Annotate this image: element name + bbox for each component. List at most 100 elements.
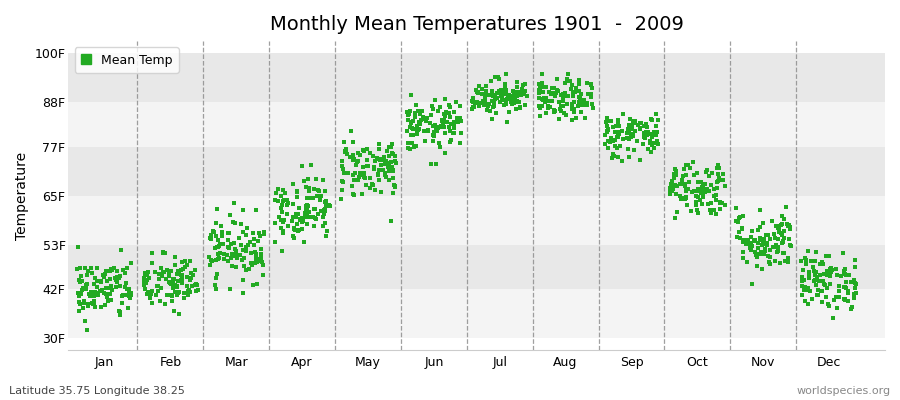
Point xyxy=(289,214,303,220)
Point xyxy=(802,268,816,275)
Point xyxy=(610,134,625,140)
Point xyxy=(507,100,521,106)
Point xyxy=(410,142,424,149)
Point xyxy=(470,99,484,105)
Point xyxy=(679,162,693,168)
Point xyxy=(314,208,328,214)
Point xyxy=(745,228,760,234)
Point xyxy=(374,188,388,195)
Point xyxy=(777,234,791,241)
Point xyxy=(436,111,451,117)
Point xyxy=(796,267,810,273)
Point xyxy=(495,95,509,101)
Point xyxy=(206,229,220,235)
Point xyxy=(319,198,333,205)
Point xyxy=(778,204,793,210)
Point xyxy=(236,277,250,283)
Point xyxy=(688,198,703,205)
Point xyxy=(239,232,254,238)
Point xyxy=(405,124,419,131)
Point xyxy=(468,100,482,106)
Point xyxy=(580,100,594,106)
Point xyxy=(839,279,853,285)
Point xyxy=(626,122,640,128)
Point xyxy=(516,82,530,88)
Point xyxy=(348,170,363,176)
Point xyxy=(717,202,732,208)
Point xyxy=(578,115,592,121)
Point xyxy=(670,182,684,189)
Point xyxy=(743,234,758,240)
Point xyxy=(158,276,173,282)
Point xyxy=(703,207,717,213)
Point xyxy=(712,174,726,181)
Point xyxy=(312,197,327,203)
Point xyxy=(509,97,524,104)
Point xyxy=(148,269,162,275)
Point xyxy=(536,84,550,90)
Point xyxy=(74,291,88,298)
Point xyxy=(123,295,138,302)
Point xyxy=(698,181,712,187)
Point xyxy=(498,81,512,88)
Point xyxy=(351,177,365,183)
Point xyxy=(668,166,682,172)
Point xyxy=(716,171,731,177)
Point xyxy=(820,285,834,292)
Point xyxy=(598,118,613,125)
Point xyxy=(107,274,122,281)
Point xyxy=(778,258,792,264)
Point xyxy=(606,124,620,130)
Point xyxy=(767,231,781,238)
Point xyxy=(103,285,117,291)
Point xyxy=(274,204,289,211)
Point xyxy=(400,128,414,134)
Point xyxy=(356,170,371,176)
Bar xyxy=(68,245,885,289)
Point xyxy=(178,264,193,270)
Point xyxy=(286,225,301,232)
Point xyxy=(212,255,227,262)
Point xyxy=(814,259,829,266)
Point xyxy=(487,99,501,106)
Point xyxy=(626,146,641,153)
Point xyxy=(624,134,638,140)
Point xyxy=(477,98,491,105)
Point xyxy=(145,300,159,306)
Point xyxy=(697,189,711,196)
Point xyxy=(246,282,260,288)
Point xyxy=(498,90,512,97)
Point xyxy=(763,254,778,260)
Point xyxy=(352,174,366,180)
Point xyxy=(567,89,581,96)
Point xyxy=(669,183,683,190)
Point xyxy=(508,96,522,102)
Point xyxy=(432,140,446,147)
Point xyxy=(509,106,524,112)
Point xyxy=(479,82,493,89)
Point xyxy=(556,103,571,109)
Point xyxy=(549,90,563,96)
Point xyxy=(772,229,787,235)
Point xyxy=(637,134,652,140)
Point xyxy=(374,162,388,168)
Point xyxy=(139,280,153,287)
Point xyxy=(361,163,375,169)
Point xyxy=(349,158,364,165)
Point xyxy=(755,242,770,248)
Point xyxy=(689,170,704,176)
Point xyxy=(665,188,680,194)
Point xyxy=(336,179,350,185)
Point xyxy=(584,91,598,98)
Point xyxy=(838,297,852,304)
Point xyxy=(226,219,240,226)
Point xyxy=(277,190,292,196)
Point xyxy=(286,213,301,220)
Point xyxy=(747,237,761,244)
Point xyxy=(572,81,587,88)
Point xyxy=(72,276,86,283)
Point xyxy=(204,258,219,264)
Point xyxy=(696,192,710,199)
Point xyxy=(351,158,365,164)
Point xyxy=(235,256,249,263)
